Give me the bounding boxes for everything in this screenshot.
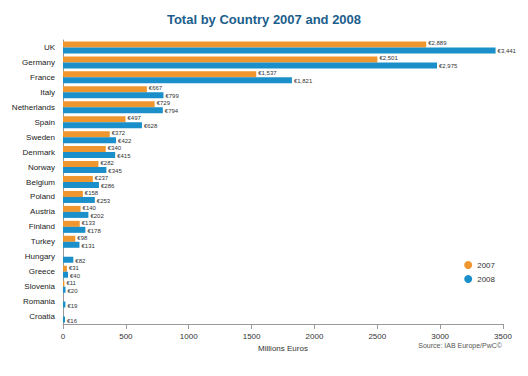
- svg-text:Germany: Germany: [22, 58, 55, 67]
- svg-text:€372: €372: [112, 130, 126, 136]
- svg-text:€415: €415: [117, 153, 131, 159]
- svg-text:Total by Country 2007 and 2008: Total by Country 2007 and 2008: [167, 12, 361, 27]
- svg-text:€20: €20: [68, 288, 79, 294]
- svg-text:€16: €16: [67, 318, 78, 324]
- svg-text:Poland: Poland: [30, 192, 55, 201]
- svg-text:Millions Euros: Millions Euros: [258, 344, 308, 353]
- svg-text:€345: €345: [108, 168, 122, 174]
- svg-text:2008: 2008: [477, 275, 495, 284]
- svg-text:Netherlands: Netherlands: [12, 103, 55, 112]
- svg-text:Finland: Finland: [29, 222, 55, 231]
- svg-text:1500: 1500: [243, 332, 261, 341]
- svg-text:Italy: Italy: [40, 88, 55, 97]
- svg-text:€2,975: €2,975: [439, 63, 458, 69]
- svg-text:€422: €422: [118, 138, 132, 144]
- svg-text:€2,501: €2,501: [379, 55, 398, 61]
- svg-text:Norway: Norway: [28, 163, 55, 172]
- svg-text:€667: €667: [149, 85, 163, 91]
- svg-text:€497: €497: [127, 115, 141, 121]
- svg-text:Greece: Greece: [29, 267, 56, 276]
- svg-text:€253: €253: [97, 198, 111, 204]
- svg-text:France: France: [30, 73, 55, 82]
- svg-text:€1,537: €1,537: [258, 70, 277, 76]
- svg-text:€237: €237: [95, 175, 109, 181]
- svg-text:Croatia: Croatia: [29, 312, 55, 321]
- svg-text:€2,889: €2,889: [428, 40, 447, 46]
- svg-text:Sweden: Sweden: [26, 133, 55, 142]
- svg-text:2007: 2007: [477, 261, 495, 270]
- svg-text:€133: €133: [82, 220, 96, 226]
- svg-text:3500: 3500: [494, 332, 512, 341]
- svg-text:€31: €31: [69, 265, 80, 271]
- svg-text:€794: €794: [165, 108, 179, 114]
- svg-text:3000: 3000: [431, 332, 449, 341]
- svg-text:€82: €82: [75, 258, 86, 264]
- svg-text:1000: 1000: [180, 332, 198, 341]
- svg-text:€729: €729: [157, 100, 171, 106]
- svg-text:Hungary: Hungary: [25, 252, 55, 261]
- svg-text:€282: €282: [100, 160, 114, 166]
- svg-text:500: 500: [119, 332, 133, 341]
- svg-text:€202: €202: [90, 213, 104, 219]
- svg-text:€799: €799: [165, 93, 179, 99]
- svg-text:€98: €98: [77, 235, 88, 241]
- svg-text:€286: €286: [101, 183, 115, 189]
- svg-text:€340: €340: [108, 145, 122, 151]
- svg-text:€11: €11: [66, 280, 76, 286]
- svg-text:€178: €178: [87, 228, 101, 234]
- svg-text:0: 0: [61, 332, 66, 341]
- svg-text:€131: €131: [81, 243, 95, 249]
- svg-text:€628: €628: [144, 123, 158, 129]
- svg-text:€19: €19: [67, 303, 78, 309]
- svg-text:Slovenia: Slovenia: [24, 282, 55, 291]
- svg-text:€140: €140: [83, 205, 97, 211]
- svg-text:€40: €40: [70, 273, 81, 279]
- svg-text:Turkey: Turkey: [31, 237, 55, 246]
- svg-text:Belgium: Belgium: [26, 178, 55, 187]
- svg-text:2000: 2000: [306, 332, 324, 341]
- svg-text:Spain: Spain: [35, 118, 55, 127]
- svg-text:2500: 2500: [368, 332, 386, 341]
- svg-text:€3,441: €3,441: [498, 48, 517, 54]
- svg-text:Austria: Austria: [30, 207, 55, 216]
- svg-text:Denmark: Denmark: [23, 148, 56, 157]
- svg-text:€1,821: €1,821: [294, 78, 313, 84]
- svg-text:Source: IAB Europe/PwC©: Source: IAB Europe/PwC©: [418, 342, 503, 350]
- svg-text:€158: €158: [85, 190, 99, 196]
- svg-text:UK: UK: [44, 43, 56, 52]
- svg-text:Romania: Romania: [23, 297, 56, 306]
